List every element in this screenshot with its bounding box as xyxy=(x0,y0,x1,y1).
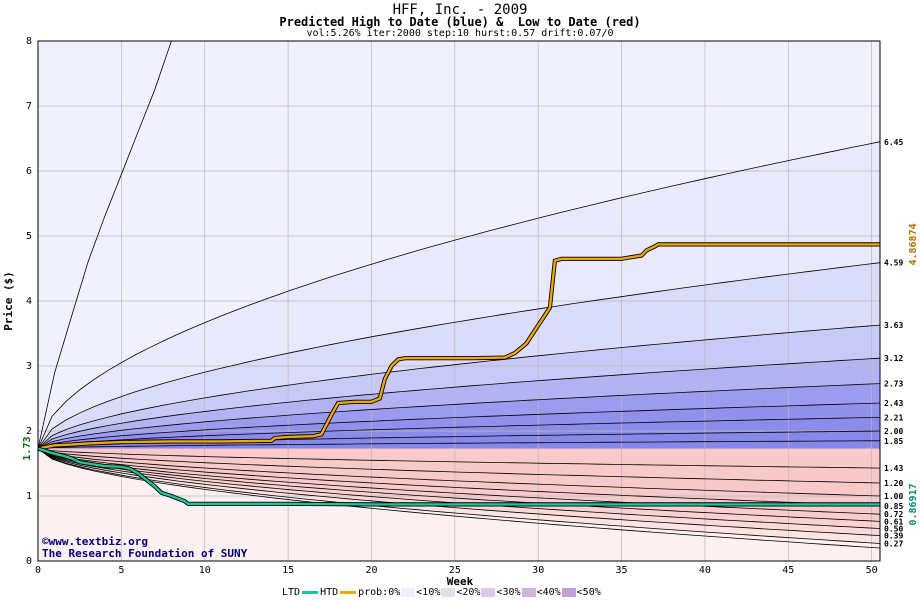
percentile-curve xyxy=(37,448,881,515)
curve-end-label: 3.12 xyxy=(884,354,903,363)
y-tick-label: 1 xyxy=(26,491,32,502)
legend-ltd-swatch xyxy=(302,591,319,594)
percentile-curve xyxy=(37,357,881,449)
y-tick-label: 0 xyxy=(26,556,32,567)
legend-htd-swatch xyxy=(340,591,357,594)
curve-end-label: 6.45 xyxy=(884,138,903,147)
percentile-curve xyxy=(37,448,881,507)
legend: LTD HTD prob:0% <10% <20% <30% <40% <50% xyxy=(282,587,601,598)
plot-frame xyxy=(37,40,881,562)
x-tick-label: 30 xyxy=(532,565,544,576)
x-tick-label: 10 xyxy=(199,565,211,576)
curve-end-label: 0.39 xyxy=(884,532,903,541)
outer-low-curve xyxy=(37,448,881,549)
y-axis-label: Price ($) xyxy=(2,271,15,331)
percentile-curve xyxy=(37,383,881,449)
curve-end-label: 1.85 xyxy=(884,437,903,446)
y-tick-label: 6 xyxy=(26,166,32,177)
legend-ltd-label: LTD xyxy=(282,587,301,598)
curve-end-label: 3.63 xyxy=(884,321,903,330)
htd-final-label: 4.86874 xyxy=(908,223,919,265)
curve-end-label: 1.20 xyxy=(884,479,903,488)
percentile-curve xyxy=(37,262,881,449)
percentile-curve xyxy=(37,448,881,469)
credit-url: ©www.textbiz.org xyxy=(42,535,148,548)
curve-end-label: 0.61 xyxy=(884,517,903,526)
legend-bin-2: <20% xyxy=(456,587,481,598)
curve-end-label: 1.00 xyxy=(884,492,903,501)
start-price-label: 1.73 xyxy=(22,437,33,461)
y-tick-label: 8 xyxy=(26,36,32,47)
x-tick-label: 45 xyxy=(782,565,794,576)
legend-bin-swatch-1 xyxy=(401,588,416,597)
percentile-curve xyxy=(37,448,881,536)
x-axis-label: Week xyxy=(447,575,474,588)
percentile-curve xyxy=(37,417,881,449)
chart-params: vol:5.26% iter:2000 step:10 hurst:0.57 d… xyxy=(306,28,614,39)
curve-end-label: 0.50 xyxy=(884,525,903,534)
legend-bin-5: <50% xyxy=(576,587,601,598)
legend-bin-swatch-2 xyxy=(441,588,456,597)
ltd-line xyxy=(37,447,880,506)
legend-bin-swatch-5 xyxy=(561,588,576,597)
credit-org: The Research Foundation of SUNY xyxy=(42,547,248,560)
x-tick-label: 50 xyxy=(866,565,878,576)
chart-subtitle: Predicted High to Date (blue) & Low to D… xyxy=(279,15,641,29)
outer-high-curve xyxy=(37,40,172,449)
legend-bin-swatch-3 xyxy=(481,588,496,597)
x-tick-label: 35 xyxy=(616,565,628,576)
curve-end-label: 4.59 xyxy=(884,259,903,268)
curve-end-label: 2.73 xyxy=(884,380,903,389)
y-tick-label: 3 xyxy=(26,361,32,372)
ltd-final-label: 0.86917 xyxy=(908,483,919,525)
y-tick-label: 4 xyxy=(26,296,32,307)
percentile-curve xyxy=(37,402,881,449)
curve-end-label: 0.27 xyxy=(884,539,903,548)
legend-bin-1: <10% xyxy=(416,587,441,598)
htd-line xyxy=(37,243,880,450)
x-tick-label: 25 xyxy=(449,565,461,576)
y-tick-label: 5 xyxy=(26,231,32,242)
legend-htd-label: HTD xyxy=(320,587,339,598)
y-tick-label: 7 xyxy=(26,101,32,112)
curve-end-label: 2.21 xyxy=(884,413,903,422)
curve-end-label: 2.43 xyxy=(884,399,903,408)
percentile-curve xyxy=(37,440,880,449)
legend-bin-3: <30% xyxy=(496,587,521,598)
x-tick-label: 20 xyxy=(365,565,377,576)
legend-bin-swatch-4 xyxy=(521,588,536,597)
chart-title: HFF, Inc. - 2009 xyxy=(392,2,528,18)
legend-prob-label: prob:0% xyxy=(358,587,401,598)
curve-end-label: 0.72 xyxy=(884,510,903,519)
percentile-curve xyxy=(37,448,881,522)
percentile-curve xyxy=(37,141,881,449)
curve-end-label: 2.00 xyxy=(884,427,903,436)
x-tick-label: 40 xyxy=(699,565,711,576)
curve-end-label: 1.43 xyxy=(884,464,903,473)
curve-end-label: 0.85 xyxy=(884,502,903,511)
x-tick-label: 0 xyxy=(35,565,41,576)
percentile-curve xyxy=(37,448,881,484)
percentile-curve xyxy=(37,324,881,449)
percentile-curve xyxy=(37,448,881,497)
x-tick-label: 5 xyxy=(118,565,124,576)
x-tick-label: 15 xyxy=(282,565,294,576)
y-tick-label: 2 xyxy=(26,426,32,437)
band-upper-9 xyxy=(38,440,880,449)
legend-bin-4: <40% xyxy=(536,587,561,598)
percentile-curve xyxy=(37,448,881,544)
